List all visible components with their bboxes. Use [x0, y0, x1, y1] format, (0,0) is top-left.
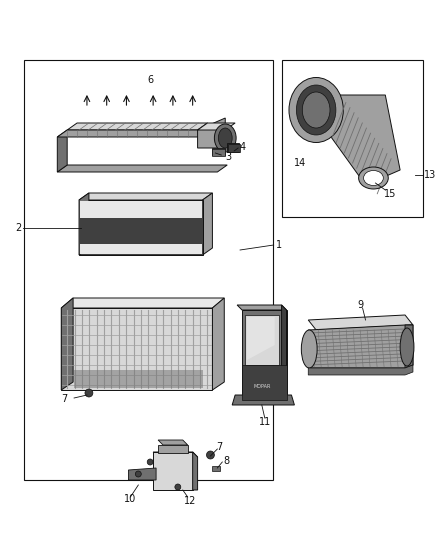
Polygon shape	[198, 118, 225, 148]
Polygon shape	[61, 308, 212, 390]
Ellipse shape	[147, 459, 153, 465]
Bar	[80, 244, 201, 254]
Text: MOPAR: MOPAR	[254, 384, 271, 389]
Polygon shape	[57, 130, 208, 137]
Polygon shape	[326, 95, 400, 185]
Ellipse shape	[359, 167, 388, 189]
Text: 10: 10	[124, 494, 136, 504]
Polygon shape	[61, 298, 224, 308]
Text: 8: 8	[223, 456, 230, 466]
Polygon shape	[193, 452, 198, 490]
Ellipse shape	[289, 77, 343, 142]
Text: 3: 3	[225, 152, 231, 162]
Ellipse shape	[85, 389, 93, 397]
Ellipse shape	[214, 124, 236, 152]
Polygon shape	[74, 370, 202, 388]
Polygon shape	[128, 468, 156, 480]
Polygon shape	[308, 365, 413, 375]
Text: 7: 7	[216, 442, 223, 452]
Bar	[80, 201, 201, 219]
Bar	[242, 365, 286, 400]
Polygon shape	[237, 305, 286, 310]
Text: 2: 2	[15, 223, 21, 233]
Polygon shape	[405, 325, 413, 368]
Ellipse shape	[301, 330, 317, 368]
Text: 11: 11	[259, 417, 271, 427]
Polygon shape	[247, 317, 275, 360]
Polygon shape	[282, 305, 286, 400]
Polygon shape	[61, 298, 73, 390]
Polygon shape	[79, 193, 212, 200]
Bar	[228, 144, 240, 152]
Text: 14: 14	[294, 158, 307, 168]
Ellipse shape	[297, 85, 336, 135]
Polygon shape	[227, 143, 239, 152]
Bar	[80, 218, 201, 254]
Ellipse shape	[400, 328, 414, 366]
Polygon shape	[242, 310, 286, 400]
Polygon shape	[308, 315, 413, 330]
Ellipse shape	[218, 128, 232, 148]
Polygon shape	[308, 325, 413, 368]
Text: 9: 9	[358, 300, 364, 310]
Ellipse shape	[364, 171, 383, 185]
Text: 6: 6	[147, 75, 153, 85]
Polygon shape	[57, 130, 67, 172]
Bar	[282, 60, 423, 217]
Text: 13: 13	[424, 170, 436, 180]
Polygon shape	[153, 452, 193, 490]
Bar	[158, 445, 188, 453]
Polygon shape	[245, 315, 279, 365]
Polygon shape	[212, 148, 225, 155]
Text: 4: 4	[239, 142, 245, 152]
Polygon shape	[202, 193, 212, 255]
Bar	[212, 466, 220, 471]
Polygon shape	[212, 298, 224, 390]
Text: 12: 12	[184, 496, 196, 506]
Ellipse shape	[135, 471, 141, 477]
Ellipse shape	[175, 484, 181, 490]
Ellipse shape	[302, 92, 330, 128]
Polygon shape	[158, 440, 188, 445]
Polygon shape	[67, 123, 208, 130]
Polygon shape	[232, 395, 294, 405]
Polygon shape	[198, 123, 235, 130]
Text: 1: 1	[276, 240, 282, 250]
Bar	[24, 60, 273, 480]
Polygon shape	[57, 165, 227, 172]
Polygon shape	[79, 200, 202, 255]
Text: 7: 7	[61, 394, 67, 404]
Bar	[212, 149, 225, 156]
Polygon shape	[79, 193, 89, 255]
Ellipse shape	[206, 451, 214, 459]
Text: 15: 15	[384, 189, 397, 199]
Polygon shape	[153, 452, 198, 457]
